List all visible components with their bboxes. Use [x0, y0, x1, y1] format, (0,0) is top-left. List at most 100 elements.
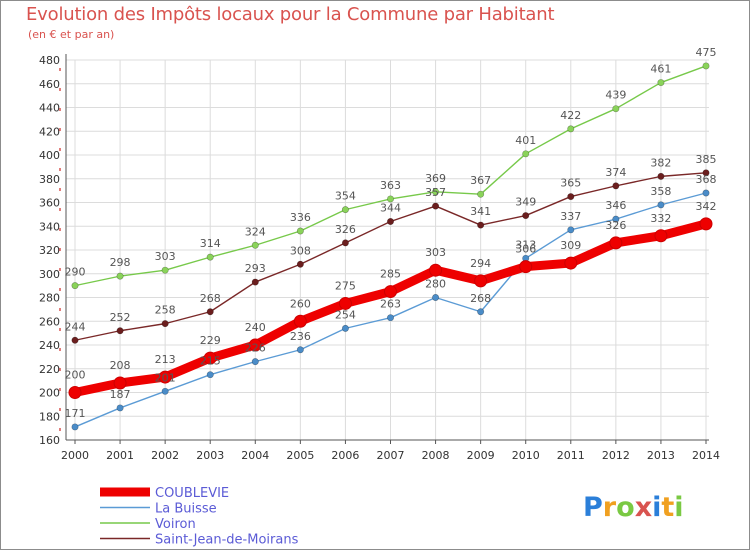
data-point-coublevie — [203, 351, 217, 365]
data-point-coublevie — [248, 338, 262, 352]
data-label-coublevie: 309 — [560, 239, 581, 252]
data-label-saint-jean-de-moirans: 382 — [650, 156, 671, 169]
data-label-coublevie: 275 — [335, 279, 356, 292]
y-tick-label: 360 — [39, 197, 60, 210]
y-tick-label: 200 — [39, 387, 60, 400]
x-tick-label: 2006 — [331, 449, 359, 462]
data-point-coublevie — [609, 236, 623, 250]
data-label-voiron: 367 — [470, 174, 491, 187]
data-point-la-buisse — [161, 387, 169, 395]
data-point-saint-jean-de-moirans — [296, 260, 304, 268]
y-tick-label: 180 — [39, 410, 60, 423]
data-label-la-buisse: 201 — [155, 371, 176, 384]
data-label-la-buisse: 254 — [335, 308, 356, 321]
data-point-voiron — [612, 105, 620, 113]
data-label-saint-jean-de-moirans: 344 — [380, 202, 401, 215]
data-point-la-buisse — [251, 358, 259, 366]
y-tick-label: 380 — [39, 173, 60, 186]
data-label-saint-jean-de-moirans: 252 — [110, 311, 131, 324]
data-label-voiron: 336 — [290, 211, 311, 224]
y-tick-label: 160 — [39, 434, 60, 447]
data-label-saint-jean-de-moirans: 365 — [560, 177, 581, 190]
x-tick-label: 2013 — [647, 449, 675, 462]
y-tick-label: 320 — [39, 244, 60, 257]
x-tick-label: 2011 — [557, 449, 585, 462]
data-point-coublevie — [519, 260, 533, 274]
x-tick-label: 2005 — [286, 449, 314, 462]
logo-letter: i — [674, 492, 683, 523]
data-label-voiron: 314 — [200, 237, 221, 250]
data-label-voiron: 369 — [425, 172, 446, 185]
data-label-la-buisse: 358 — [650, 185, 671, 198]
y-tick-label: 300 — [39, 268, 60, 281]
logo-letter: i — [652, 492, 661, 523]
data-label-la-buisse: 313 — [515, 238, 536, 251]
x-tick-label: 2002 — [151, 449, 179, 462]
y-tick-label: 280 — [39, 292, 60, 305]
data-point-coublevie — [429, 263, 443, 277]
data-point-la-buisse — [477, 308, 485, 316]
data-label-la-buisse: 226 — [245, 342, 266, 355]
data-point-saint-jean-de-moirans — [386, 218, 394, 226]
data-label-saint-jean-de-moirans: 374 — [605, 166, 626, 179]
data-label-saint-jean-de-moirans: 244 — [65, 320, 86, 333]
data-label-voiron: 422 — [560, 109, 581, 122]
legend-label-la-buisse: La Buisse — [155, 502, 217, 517]
data-label-saint-jean-de-moirans: 341 — [470, 205, 491, 218]
data-label-la-buisse: 236 — [290, 330, 311, 343]
x-tick-label: 2001 — [106, 449, 134, 462]
x-tick-label: 2010 — [512, 449, 540, 462]
data-point-la-buisse — [432, 293, 440, 301]
data-label-voiron: 324 — [245, 225, 266, 238]
data-label-voiron: 298 — [110, 256, 131, 269]
data-point-la-buisse — [386, 314, 394, 322]
data-point-voiron — [341, 206, 349, 214]
data-label-saint-jean-de-moirans: 385 — [696, 153, 717, 166]
legend-label-saint-jean-de-moirans: Saint-Jean-de-Moirans — [155, 533, 299, 548]
data-label-voiron: 303 — [155, 250, 176, 263]
logo-text: Proxiti — [583, 492, 684, 523]
data-label-coublevie: 342 — [696, 200, 717, 213]
logo-letter: r — [603, 492, 617, 523]
data-point-voiron — [296, 227, 304, 235]
data-point-voiron — [386, 195, 394, 203]
y-tick-label: 480 — [39, 54, 60, 67]
data-label-la-buisse: 280 — [425, 278, 446, 291]
legend-label-coublevie: COUBLEVIE — [155, 486, 229, 501]
data-point-la-buisse — [702, 189, 710, 197]
data-point-la-buisse — [341, 324, 349, 332]
data-label-voiron: 475 — [696, 46, 717, 59]
data-point-saint-jean-de-moirans — [251, 278, 259, 286]
data-label-voiron: 439 — [605, 89, 626, 102]
data-label-coublevie: 294 — [470, 257, 491, 270]
data-label-coublevie: 240 — [245, 321, 266, 334]
data-point-voiron — [206, 253, 214, 261]
x-tick-label: 2012 — [602, 449, 630, 462]
y-tick-label: 240 — [39, 339, 60, 352]
y-tick-label: 460 — [39, 78, 60, 91]
x-tick-label: 2007 — [377, 449, 405, 462]
data-label-la-buisse: 171 — [65, 407, 86, 420]
data-label-coublevie: 306 — [515, 243, 536, 256]
data-label-voiron: 461 — [650, 63, 671, 76]
data-point-voiron — [251, 241, 259, 249]
data-point-voiron — [702, 62, 710, 70]
data-label-coublevie: 326 — [605, 219, 626, 232]
data-label-la-buisse: 368 — [696, 173, 717, 186]
x-tick-label: 2003 — [196, 449, 224, 462]
chart-subtitle: (en € et par an) — [28, 28, 115, 41]
data-point-saint-jean-de-moirans — [657, 172, 665, 180]
data-label-coublevie: 208 — [110, 359, 131, 372]
data-point-la-buisse — [296, 346, 304, 354]
data-point-la-buisse — [71, 423, 79, 431]
data-point-la-buisse — [116, 404, 124, 412]
x-tick-label: 2004 — [241, 449, 269, 462]
data-label-coublevie: 260 — [290, 297, 311, 310]
data-point-la-buisse — [657, 201, 665, 209]
data-label-la-buisse: 268 — [470, 292, 491, 305]
data-point-voiron — [477, 190, 485, 198]
data-label-la-buisse: 346 — [605, 199, 626, 212]
data-point-coublevie — [338, 296, 352, 310]
data-point-coublevie — [113, 376, 127, 390]
